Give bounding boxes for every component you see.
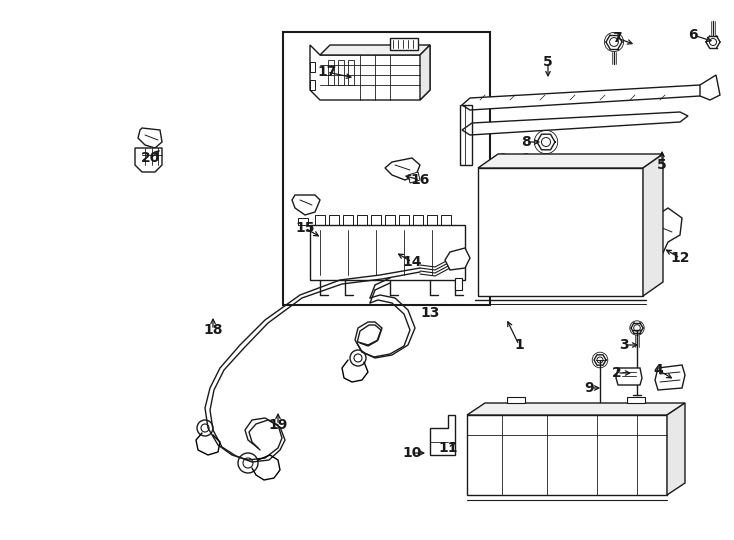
Text: 14: 14	[402, 255, 422, 269]
Circle shape	[519, 154, 533, 168]
Polygon shape	[478, 154, 663, 168]
Circle shape	[570, 458, 584, 472]
Polygon shape	[667, 403, 685, 495]
Polygon shape	[507, 397, 525, 403]
Text: 6: 6	[688, 28, 698, 42]
Circle shape	[650, 458, 664, 472]
Polygon shape	[445, 248, 470, 270]
Polygon shape	[430, 415, 455, 455]
Polygon shape	[640, 208, 682, 258]
Polygon shape	[655, 365, 685, 390]
Text: 15: 15	[295, 221, 315, 235]
Polygon shape	[700, 75, 720, 100]
Polygon shape	[420, 45, 430, 100]
Text: 19: 19	[269, 418, 288, 432]
Polygon shape	[467, 415, 667, 495]
Text: 13: 13	[421, 306, 440, 320]
Polygon shape	[455, 278, 462, 290]
Polygon shape	[478, 168, 643, 296]
Text: 7: 7	[612, 31, 622, 45]
Polygon shape	[616, 368, 642, 385]
Polygon shape	[138, 128, 162, 148]
Polygon shape	[462, 85, 710, 110]
Polygon shape	[298, 218, 308, 225]
Polygon shape	[390, 38, 418, 50]
Polygon shape	[320, 45, 430, 55]
Text: 5: 5	[657, 158, 667, 172]
Circle shape	[554, 157, 562, 165]
Circle shape	[197, 420, 213, 436]
Circle shape	[500, 158, 506, 164]
Polygon shape	[462, 112, 688, 135]
Polygon shape	[385, 158, 420, 180]
Text: 17: 17	[317, 65, 337, 79]
Circle shape	[615, 458, 629, 472]
Polygon shape	[135, 148, 162, 172]
Polygon shape	[467, 403, 685, 415]
Text: 10: 10	[402, 446, 422, 460]
Polygon shape	[627, 397, 645, 403]
Circle shape	[523, 158, 529, 164]
Text: 11: 11	[438, 441, 458, 455]
Text: 16: 16	[410, 173, 429, 187]
Text: 8: 8	[521, 135, 531, 149]
Text: 12: 12	[670, 251, 690, 265]
Text: 20: 20	[142, 151, 161, 165]
Circle shape	[496, 154, 510, 168]
Circle shape	[480, 458, 494, 472]
Polygon shape	[643, 154, 663, 296]
Text: 9: 9	[584, 381, 594, 395]
Text: 18: 18	[203, 323, 222, 337]
Circle shape	[569, 157, 577, 165]
Circle shape	[350, 350, 366, 366]
Text: 2: 2	[612, 366, 622, 380]
Circle shape	[243, 458, 253, 468]
Text: 1: 1	[514, 338, 524, 352]
Circle shape	[614, 157, 622, 165]
Circle shape	[520, 458, 534, 472]
Polygon shape	[292, 195, 320, 215]
Circle shape	[238, 453, 258, 473]
Text: 5: 5	[543, 55, 553, 69]
Polygon shape	[408, 172, 420, 183]
Polygon shape	[310, 225, 465, 280]
Text: 4: 4	[653, 363, 663, 377]
Polygon shape	[310, 45, 430, 100]
Text: 3: 3	[619, 338, 629, 352]
Circle shape	[599, 157, 607, 165]
Circle shape	[584, 157, 592, 165]
